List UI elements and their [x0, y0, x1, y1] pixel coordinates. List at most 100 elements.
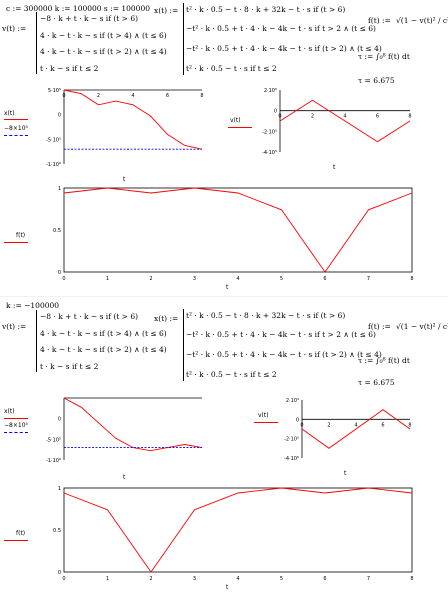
f-plot-xlabel: t	[226, 284, 229, 291]
x-tick-label: 8	[408, 114, 411, 120]
x-tick-label: 0	[278, 114, 281, 120]
y-tick-label: 0.5	[53, 528, 61, 534]
y-tick-label: -4·10⁵	[262, 150, 277, 156]
series-line	[63, 397, 203, 452]
v-case-3[interactable]: 4 · k − t · k − s if (t > 2) ∧ (t ≤ 4)	[40, 47, 167, 56]
v-plot-xlabel: t	[333, 164, 336, 171]
series-line	[301, 409, 411, 449]
x2-case-2[interactable]: −t² · k · 0.5 + t · 4 · k − 4k − t · s i…	[186, 330, 376, 339]
v-case-2[interactable]: 4 · k − t · k − s if (t > 4) ∧ (t ≤ 6)	[40, 31, 167, 40]
v2-case-3[interactable]: 4 · k − t · k − s if (t > 2) ∧ (t ≤ 4)	[40, 345, 167, 354]
x2-case-1[interactable]: t² · k · 0.5 − t · 8 · k + 32k − t · s i…	[186, 311, 346, 320]
tau-definition[interactable]: τ := ∫₀⁸ f(t) dt	[358, 52, 410, 61]
y-tick-label: 1	[58, 486, 61, 492]
v2-case-4[interactable]: t · k − s if t ≤ 2	[40, 362, 99, 371]
v-plot-series-swatch	[228, 127, 252, 128]
f2-plot-series-swatch	[4, 540, 28, 541]
f2-definition-expr[interactable]: √(1 − v(t)² / c²)	[396, 322, 448, 331]
x-tick-label: 4	[236, 576, 239, 582]
y-tick-label: 0	[58, 570, 61, 576]
x-tick-label: 2	[311, 114, 314, 120]
v-definition-name[interactable]: v(t) :=	[2, 24, 27, 33]
x-tick-label: 0	[62, 93, 65, 99]
series-line	[63, 187, 413, 273]
x-definition-name[interactable]: x(t) :=	[154, 6, 179, 15]
tau2-definition[interactable]: τ := ∫₀⁸ f(t) dt	[358, 356, 410, 365]
x-plot[interactable]: 5·10⁵ 0 -5·10⁵ -1·10⁶ 0 2 4 6 8	[38, 84, 208, 174]
x-case-2[interactable]: −t² · k · 0.5 + t · 4 · k − 4k − t · s i…	[186, 24, 376, 33]
tau-result[interactable]: τ = 6.675	[358, 76, 395, 85]
y-tick-label: 2·10⁵	[264, 88, 277, 94]
y-tick-label: 0	[58, 417, 61, 423]
x-tick-label: 1	[106, 276, 109, 282]
f2-definition-name[interactable]: f(t) :=	[368, 322, 391, 331]
v2-definition-name[interactable]: v(t) :=	[2, 322, 27, 331]
x-case-3[interactable]: −t² · k · 0.5 + t · 4 · k − 4k − t · s i…	[186, 44, 382, 53]
f2-plot[interactable]: 1 0.5 00 1 2 3 4 5 6 7 8	[38, 482, 418, 582]
x-plot-series-label: x(t)	[4, 110, 15, 117]
y-tick-label: 0	[58, 113, 61, 119]
series-line	[63, 487, 413, 573]
x2-plot[interactable]: 0 -5·10⁵ -1·10⁶	[38, 392, 208, 470]
x-case-1[interactable]: t² · k · 0.5 − t · 8 · k + 32k − t · s i…	[186, 5, 346, 14]
f-definition-name[interactable]: f(t) :=	[368, 16, 391, 25]
x-brace	[183, 3, 184, 75]
x2-case-3[interactable]: −t² · k · 0.5 + t · 4 · k − 4k − t · s i…	[186, 350, 382, 359]
x-tick-label: 1	[106, 576, 109, 582]
y-tick-label: 0	[58, 270, 61, 276]
y-tick-label: -5·10⁵	[46, 437, 61, 443]
x-tick-label: 2	[149, 576, 152, 582]
v-plot[interactable]: 2·10⁵ 0 -2·10⁵ -4·10⁵ 0 2 4 6 8	[254, 84, 416, 162]
v2-case-1[interactable]: −8 · k + t · k − s if (t > 6)	[40, 312, 139, 321]
tau2-result[interactable]: τ = 6.675	[358, 378, 395, 387]
v-case-4[interactable]: t · k − s if t ≤ 2	[40, 64, 99, 73]
y-tick-label: 0	[274, 109, 277, 115]
x-plot-marker-swatch	[4, 135, 28, 136]
y-tick-label: -5·10⁵	[46, 137, 61, 143]
f-plot[interactable]: 1 0.5 00 1 2 3 4 5 6 7 8	[38, 182, 418, 282]
constants-line[interactable]: c := 300000 k := 100000 s := 100000	[6, 4, 150, 13]
x-tick-label: 4	[131, 93, 134, 99]
x-case-4[interactable]: t² · k · 0.5 − t · s if t ≤ 2	[186, 64, 277, 73]
v2-plot-series-label: v(t)	[258, 412, 269, 419]
plot-frame	[63, 187, 413, 273]
v2-brace	[36, 310, 37, 372]
k-redefinition[interactable]: k := −100000	[6, 301, 60, 310]
x-tick-label: 4	[343, 114, 346, 120]
series-line	[279, 99, 411, 143]
f2-plot-xlabel: t	[226, 584, 229, 591]
x-tick-label: 6	[323, 576, 326, 582]
x-tick-label: 6	[166, 93, 169, 99]
v-case-1[interactable]: −8 · k + t · k − s if (t > 6)	[40, 14, 139, 23]
x-tick-label: 8	[410, 576, 413, 582]
v2-plot-xlabel: t	[344, 470, 347, 477]
x-tick-label: 2	[149, 276, 152, 282]
x-tick-label: 0	[62, 576, 65, 582]
series-line	[63, 89, 203, 150]
v2-plot[interactable]: 2·10⁵ 0 -2·10⁵ -4·10⁵ 0 2 4 6 8	[276, 394, 416, 468]
f2-plot-series-label: f(t)	[16, 530, 26, 537]
x-tick-label: 3	[193, 276, 196, 282]
v2-case-2[interactable]: 4 · k − t · k − s if (t > 4) ∧ (t ≤ 6)	[40, 329, 167, 338]
f-definition-expr[interactable]: √(1 − v(t)² / c²)	[396, 16, 448, 25]
x2-definition-name[interactable]: x(t) :=	[154, 314, 179, 323]
y-tick-label: -4·10⁵	[284, 456, 299, 462]
y-tick-label: 1	[58, 186, 61, 192]
x-tick-label: 6	[323, 276, 326, 282]
x-tick-label: 0	[62, 276, 65, 282]
x2-plot-marker-swatch	[4, 432, 28, 433]
f-plot-series-swatch	[4, 242, 28, 243]
f-plot-series-label: f(t)	[16, 232, 26, 239]
x-plot-xlabel: t	[123, 176, 126, 183]
x-tick-label: 5	[280, 576, 283, 582]
x-tick-label: 5	[280, 276, 283, 282]
y-tick-label: -1·10⁶	[46, 162, 61, 168]
x-tick-label: 4	[354, 422, 357, 428]
x-tick-label: 2	[97, 93, 100, 99]
x2-case-4[interactable]: t² · k · 0.5 − t · s if t ≤ 2	[186, 370, 277, 379]
x-plot-series-swatch	[4, 119, 28, 120]
plot-frame	[63, 487, 413, 573]
x-tick-label: 0	[300, 422, 303, 428]
x2-plot-xlabel: t	[123, 474, 126, 481]
y-tick-label: -2·10⁵	[262, 129, 277, 135]
